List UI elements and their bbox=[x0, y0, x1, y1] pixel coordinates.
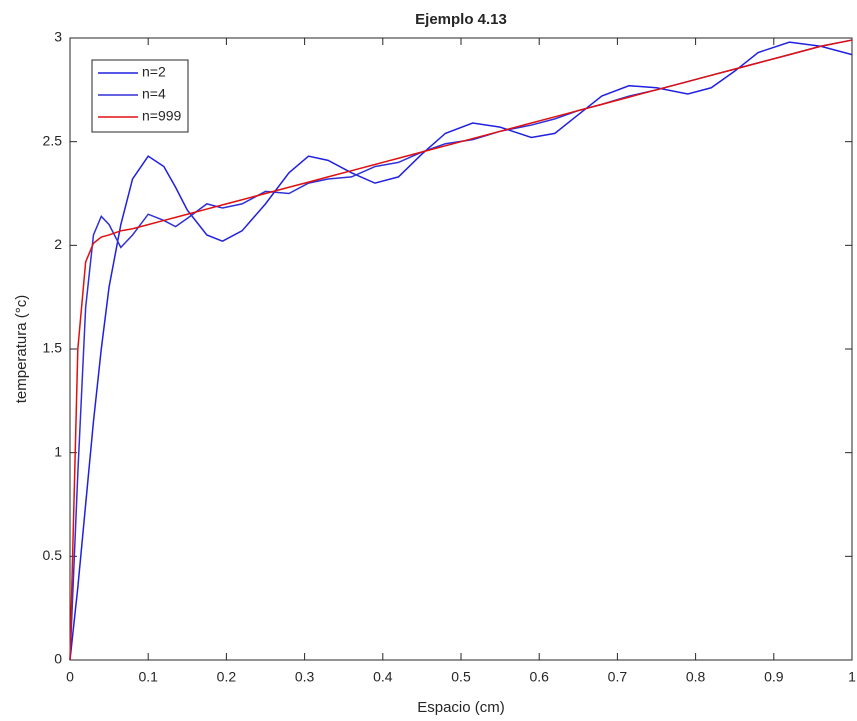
x-tick-label: 0.2 bbox=[217, 669, 237, 685]
y-tick-label: 1.5 bbox=[43, 340, 63, 356]
x-tick-label: 0.8 bbox=[686, 669, 706, 685]
x-tick-label: 0.5 bbox=[451, 669, 471, 685]
x-tick-label: 0.7 bbox=[608, 669, 628, 685]
x-tick-label: 0.3 bbox=[295, 669, 315, 685]
x-axis-label: Espacio (cm) bbox=[417, 699, 505, 716]
y-axis-label: temperatura (°c) bbox=[13, 295, 30, 404]
legend-label: n=4 bbox=[142, 86, 166, 102]
x-tick-label: 0.1 bbox=[138, 669, 158, 685]
chart-title: Ejemplo 4.13 bbox=[415, 11, 507, 28]
y-tick-label: 2 bbox=[54, 236, 62, 252]
legend-box bbox=[91, 59, 189, 133]
y-tick-label: 3 bbox=[54, 29, 62, 45]
x-tick-label: 0.4 bbox=[373, 669, 393, 685]
y-tick-label: 1 bbox=[54, 443, 62, 459]
series-line bbox=[69, 41, 853, 661]
x-tick-label: 0.9 bbox=[764, 669, 784, 685]
x-tick-label: 1 bbox=[848, 669, 856, 685]
y-tick-label: 0.5 bbox=[43, 547, 63, 563]
legend-label: n=999 bbox=[142, 108, 182, 124]
y-tick-label: 2.5 bbox=[43, 132, 63, 148]
series-line bbox=[69, 39, 853, 661]
x-tick-label: 0.6 bbox=[529, 669, 549, 685]
legend-label: n=2 bbox=[142, 64, 166, 80]
y-tick-label: 0 bbox=[54, 651, 62, 667]
x-tick-label: 0 bbox=[66, 669, 74, 685]
